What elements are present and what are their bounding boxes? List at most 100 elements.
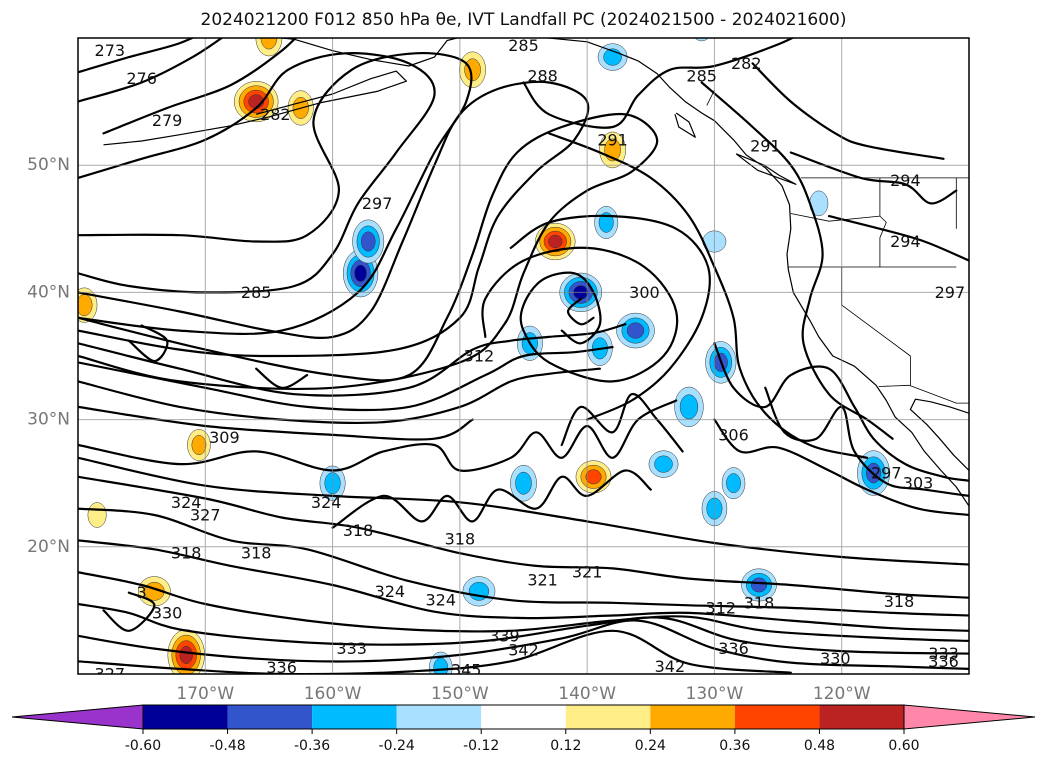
longitude-tick-label: 150°W bbox=[431, 684, 489, 704]
colorbar-box bbox=[650, 705, 735, 729]
contour-label: 306 bbox=[718, 425, 749, 444]
colorbar-tick-label: -0.48 bbox=[209, 738, 245, 754]
theta-e-contour bbox=[78, 629, 792, 674]
political-border bbox=[879, 177, 887, 267]
ivt-patch-level bbox=[179, 645, 193, 664]
coastline-segment bbox=[909, 398, 969, 471]
theta-e-contour bbox=[713, 342, 969, 482]
contour-label: 276 bbox=[126, 69, 157, 88]
colorbar-box bbox=[819, 705, 904, 729]
colorbar-box bbox=[734, 705, 820, 729]
contour-label: 279 bbox=[152, 111, 183, 130]
contour-label: 282 bbox=[731, 54, 762, 73]
contour-label: 297 bbox=[362, 194, 393, 213]
contour-label: 324 bbox=[375, 582, 406, 601]
contour-label: 318 bbox=[343, 521, 374, 540]
contour-label: 282 bbox=[260, 105, 291, 124]
ivt-patch-level bbox=[354, 264, 367, 282]
contour-label: 297 bbox=[871, 464, 902, 483]
theta-e-contour bbox=[78, 38, 224, 103]
longitude-tick-label: 130°W bbox=[686, 684, 744, 704]
latitude-tick-label: 30°N bbox=[27, 410, 70, 430]
ivt-patch-level bbox=[694, 38, 709, 42]
latitude-tick-label: 50°N bbox=[27, 155, 70, 175]
contour-label: 273 bbox=[95, 41, 126, 60]
contour-label: 3 bbox=[137, 583, 147, 602]
colorbar-tick-label: -0.36 bbox=[294, 738, 330, 754]
contour-label: 336 bbox=[718, 639, 749, 658]
contour-label: 327 bbox=[95, 665, 126, 684]
theta-e-contour bbox=[509, 214, 711, 421]
political-border bbox=[878, 384, 969, 404]
ivt-patch-level bbox=[260, 38, 278, 50]
colorbar-box bbox=[312, 705, 397, 729]
colorbar-box bbox=[227, 705, 313, 729]
contour-label: 330 bbox=[152, 603, 183, 622]
theta-e-contour bbox=[78, 38, 195, 74]
ivt-patch bbox=[459, 51, 486, 89]
latitude-tick-label: 40°N bbox=[27, 282, 70, 302]
ivt-patch bbox=[721, 467, 746, 500]
contour-label: 291 bbox=[750, 137, 781, 156]
contour-label: 342 bbox=[655, 657, 686, 676]
ivt-patch bbox=[741, 568, 777, 602]
theta-e-contour bbox=[78, 571, 969, 642]
ivt-patch bbox=[575, 460, 612, 494]
colorbar-tick-label: 0.60 bbox=[888, 738, 919, 754]
contour-label: 285 bbox=[686, 67, 717, 86]
contour-label: 291 bbox=[597, 130, 628, 149]
ivt-patch bbox=[352, 219, 385, 264]
contour-label: 288 bbox=[527, 67, 558, 86]
colorbar-box bbox=[565, 705, 651, 729]
contour-label: 318 bbox=[241, 544, 272, 563]
theta-e-contour bbox=[764, 386, 969, 497]
contour-label: 297 bbox=[935, 283, 966, 302]
theta-e-contour bbox=[78, 456, 969, 566]
ivt-patch-level bbox=[654, 455, 673, 473]
contour-label: 318 bbox=[884, 592, 915, 611]
colorbar-box bbox=[143, 705, 228, 729]
political-border bbox=[706, 90, 715, 106]
theta-e-contour bbox=[481, 246, 679, 383]
theta-e-contour bbox=[78, 602, 969, 655]
theta-e-contour bbox=[78, 507, 969, 617]
theta-e-contour bbox=[78, 323, 627, 397]
contour-label: 333 bbox=[928, 644, 959, 663]
colorbar-extend-low bbox=[11, 704, 144, 730]
contour-label: 336 bbox=[266, 658, 297, 677]
theta-e-contour bbox=[102, 38, 298, 135]
theta-e-contour bbox=[255, 367, 309, 389]
ivt-patch bbox=[462, 576, 496, 607]
theta-e-contour bbox=[78, 399, 678, 472]
theta-e-contour bbox=[827, 215, 969, 262]
ivt-patch-level bbox=[750, 577, 768, 593]
colorbar-outline bbox=[142, 704, 905, 730]
contour-label: 312 bbox=[464, 347, 495, 366]
longitude-tick-label: 140°W bbox=[558, 684, 616, 704]
contour-label: 327 bbox=[190, 506, 221, 525]
ivt-patch-level bbox=[78, 294, 93, 317]
colorbar-tick-label: -0.60 bbox=[125, 738, 161, 754]
longitude-tick-label: 160°W bbox=[304, 684, 362, 704]
theta-e-contour bbox=[751, 62, 945, 160]
contour-label: 285 bbox=[241, 283, 272, 302]
contour-label: 336 bbox=[928, 652, 959, 671]
latitude-tick-label: 20°N bbox=[27, 537, 70, 557]
ivt-patch-level bbox=[585, 469, 602, 485]
longitude-tick-label: 120°W bbox=[813, 684, 871, 704]
coastline-segment bbox=[674, 112, 696, 138]
contour-label: 309 bbox=[209, 428, 240, 447]
theta-e-contour bbox=[78, 475, 969, 599]
colorbar-tick-label: -0.24 bbox=[379, 738, 415, 754]
theta-e-contour bbox=[78, 112, 659, 390]
colorbar-tick-label: 0.48 bbox=[804, 738, 835, 754]
colorbar-tick-label: 0.12 bbox=[550, 738, 581, 754]
contour-label: 324 bbox=[171, 493, 202, 512]
contour-label: 339 bbox=[489, 626, 520, 645]
colorbar-tick-label: 0.36 bbox=[719, 738, 750, 754]
contour-label: 321 bbox=[527, 570, 558, 589]
contour-label: 324 bbox=[425, 591, 456, 610]
ivt-patch-level bbox=[515, 471, 532, 495]
